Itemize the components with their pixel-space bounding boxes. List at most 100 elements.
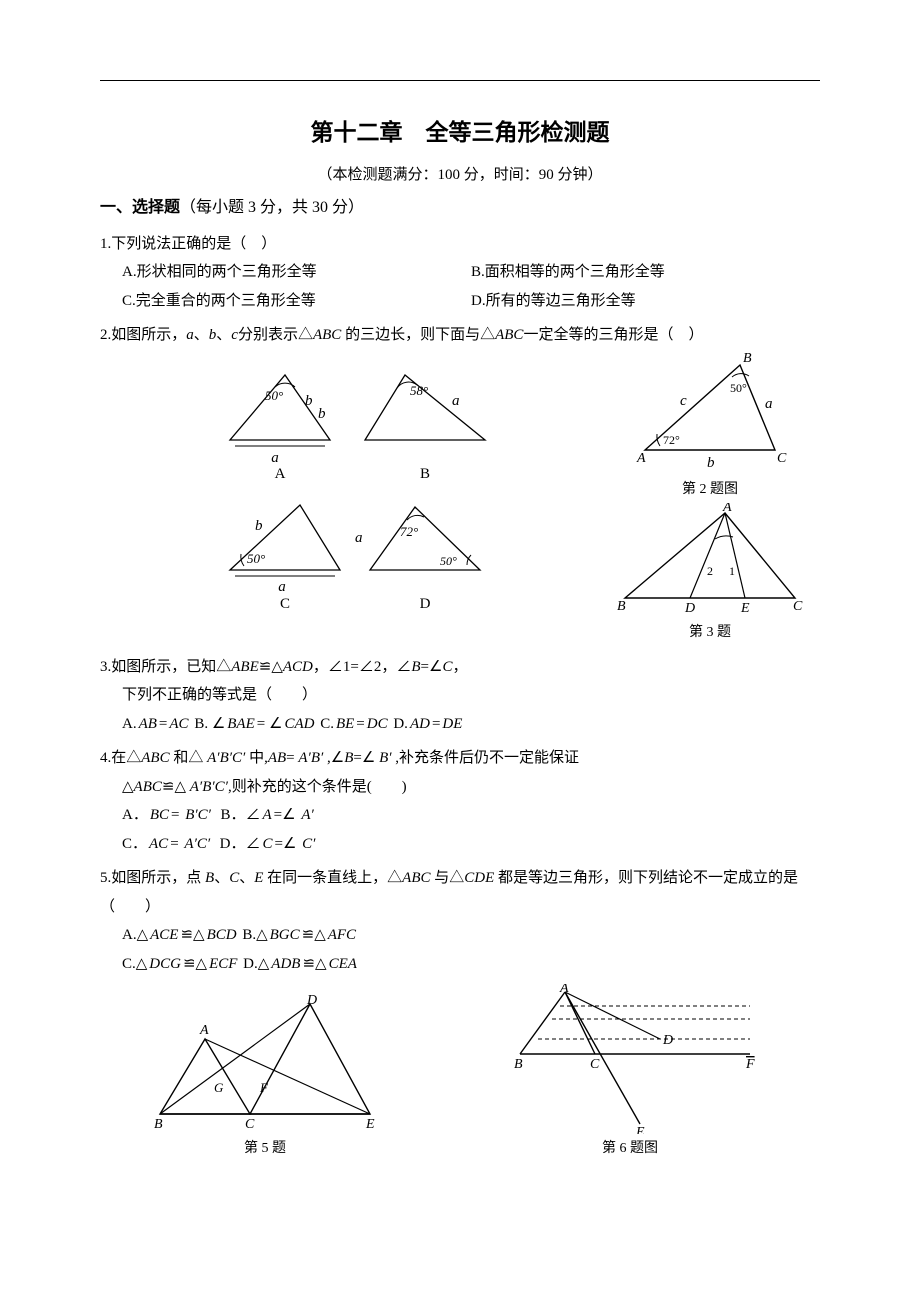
- q5s10: CDE: [464, 870, 494, 886]
- q3-fig-svg: 2 1 A B C D E: [615, 503, 805, 618]
- q4D1b: =∠: [275, 836, 301, 852]
- q4-opts-row2: C．AC= A′C′ D．∠C=∠ C′: [100, 830, 820, 859]
- q2-main-and-q3-fig: 72° 50° c a b A B C 第 2 题图 2 1 A B: [600, 350, 820, 647]
- q2-a: a: [186, 327, 194, 343]
- q3A-pre: A.: [122, 716, 137, 732]
- q3C1b: =: [356, 716, 364, 732]
- q2B-angle: 58°: [410, 383, 428, 398]
- q2D-angR: 50°: [440, 554, 457, 568]
- q2A-angle: 50°: [265, 388, 283, 403]
- q3-vA: A: [722, 503, 732, 515]
- q3A1: AB: [139, 716, 157, 732]
- q2-figure-row: 50° b b a A 58° a B: [100, 350, 820, 647]
- q5-opts-row1: A.△ACE≌△BCD B.△BGC≌△AFC: [100, 921, 820, 950]
- q2-options-figure: 50° b b a A 58° a B: [100, 350, 600, 610]
- q4C-pre: C．: [122, 836, 147, 852]
- q4s6: AB: [268, 750, 286, 766]
- q5Bm: ≌△: [302, 927, 326, 943]
- q5-svg: A D B C E G F: [150, 994, 380, 1134]
- q5D1: ADB: [271, 956, 300, 972]
- q4-line2: △ABC≌△ A′B′C′,则补充的这个条件是( ): [100, 773, 820, 802]
- q3C2: DC: [367, 716, 388, 732]
- q3-caption: 第 3 题: [600, 620, 820, 647]
- section-1-heading: 一、选择题（每小题 3 分，共 30 分）: [100, 193, 820, 223]
- q1-opt-d: D.所有的等边三角形全等: [471, 287, 820, 316]
- q4s9: ,∠: [323, 750, 344, 766]
- q6-figure: A B C D F E 第 6 题图: [500, 984, 760, 1163]
- q5f-A: A: [199, 1023, 209, 1038]
- q4s11: =∠: [353, 750, 379, 766]
- q3-stem: 3.如图所示，已知△ABE≌△ACD，∠1=∠2，∠B=∠C，: [100, 653, 820, 682]
- q6-caption: 第 6 题图: [500, 1136, 760, 1163]
- q5-figure: A D B C E G F 第 5 题: [150, 994, 380, 1163]
- q2m-vB: B: [743, 351, 752, 366]
- q3D1b: =: [432, 716, 440, 732]
- q5B2: AFC: [328, 927, 356, 943]
- q3-s3: ≌△: [259, 659, 283, 675]
- q3C-pre: C.: [320, 716, 334, 732]
- q4D1: C: [262, 836, 272, 852]
- q5-stem: 5.如图所示，点 B、C、E 在同一条直线上，△ABC 与△CDE 都是等边三角…: [100, 864, 820, 921]
- q2A-r2: b: [318, 406, 326, 422]
- q3-line2: 下列不正确的等式是（ ）: [100, 681, 820, 710]
- q3A2: AC: [169, 716, 188, 732]
- q5s7: 在同一条直线上，△: [263, 870, 402, 886]
- q4B2: A′: [301, 807, 313, 823]
- q2m-vC: C: [777, 451, 787, 466]
- q3D1: AD: [410, 716, 430, 732]
- q5s4: C: [229, 870, 239, 886]
- q2-label-C: C: [280, 596, 290, 610]
- q4s10: B: [344, 750, 353, 766]
- q2m-vA: A: [636, 451, 646, 466]
- q3B-pre: B. ∠: [194, 716, 225, 732]
- q5f-F: F: [259, 1080, 269, 1095]
- q5f-D: D: [306, 994, 317, 1008]
- q5s8: ABC: [402, 870, 430, 886]
- q4s7: =: [286, 750, 298, 766]
- q1-opt-c: C.完全重合的两个三角形全等: [122, 287, 471, 316]
- q6-B: B: [514, 1057, 523, 1072]
- q3-s9: ，: [452, 659, 467, 675]
- q4C1b: =: [170, 836, 182, 852]
- q2m-a: a: [765, 396, 773, 412]
- q5C1: DCG: [149, 956, 181, 972]
- q3-s8: C: [442, 659, 452, 675]
- exam-info: （本检测题满分：100 分，时间：90 分钟）: [100, 161, 820, 190]
- q5A2: BCD: [207, 927, 237, 943]
- q5s1: 5.如图所示，点: [100, 870, 205, 886]
- q2-main-svg: 72° 50° c a b A B C: [625, 350, 795, 475]
- q2-s6: 分别表示△: [238, 327, 313, 343]
- q4s4: A′B′C′: [207, 750, 245, 766]
- q4A-pre: A．: [122, 807, 148, 823]
- q3-vC: C: [793, 599, 803, 614]
- q2-label-B: B: [420, 466, 430, 482]
- q5Am: ≌△: [180, 927, 204, 943]
- q1-stem: 1.下列说法正确的是（ ）: [100, 230, 820, 259]
- q4s8: A′B′: [298, 750, 323, 766]
- q3-s2: ABE: [231, 659, 259, 675]
- q2m-c: c: [680, 393, 687, 409]
- q3-vB: B: [617, 599, 626, 614]
- q4s1: 4.在△: [100, 750, 141, 766]
- q2-stem: 2.如图所示，a、b、c分别表示△ABC 的三边长，则下面与△ABC一定全等的三…: [100, 321, 820, 350]
- q3-s6: B: [411, 659, 420, 675]
- q4B-pre: B．∠: [220, 807, 260, 823]
- page-title: 第十二章 全等三角形检测题: [100, 111, 820, 155]
- q4A2: B′C′: [185, 807, 211, 823]
- q2m-a72: 72°: [663, 433, 680, 447]
- q4s2: ABC: [141, 750, 169, 766]
- q5s2: B: [205, 870, 214, 886]
- q5f-G: G: [214, 1080, 224, 1095]
- q5B1: BGC: [270, 927, 300, 943]
- q6-A: A: [559, 984, 569, 996]
- q4l2b: ABC: [134, 779, 162, 795]
- q2m-a50: 50°: [730, 381, 747, 395]
- q2m-b: b: [707, 455, 715, 471]
- q5Cm: ≌△: [183, 956, 207, 972]
- q1-opt-a: A.形状相同的两个三角形全等: [122, 258, 471, 287]
- q4D2: C′: [302, 836, 315, 852]
- q4-stem: 4.在△ABC 和△ A′B′C′ 中,AB= A′B′ ,∠B=∠ B′ ,补…: [100, 744, 820, 773]
- q5C2: ECF: [209, 956, 237, 972]
- q2D-r: a: [355, 530, 363, 546]
- q4B1: A: [262, 807, 271, 823]
